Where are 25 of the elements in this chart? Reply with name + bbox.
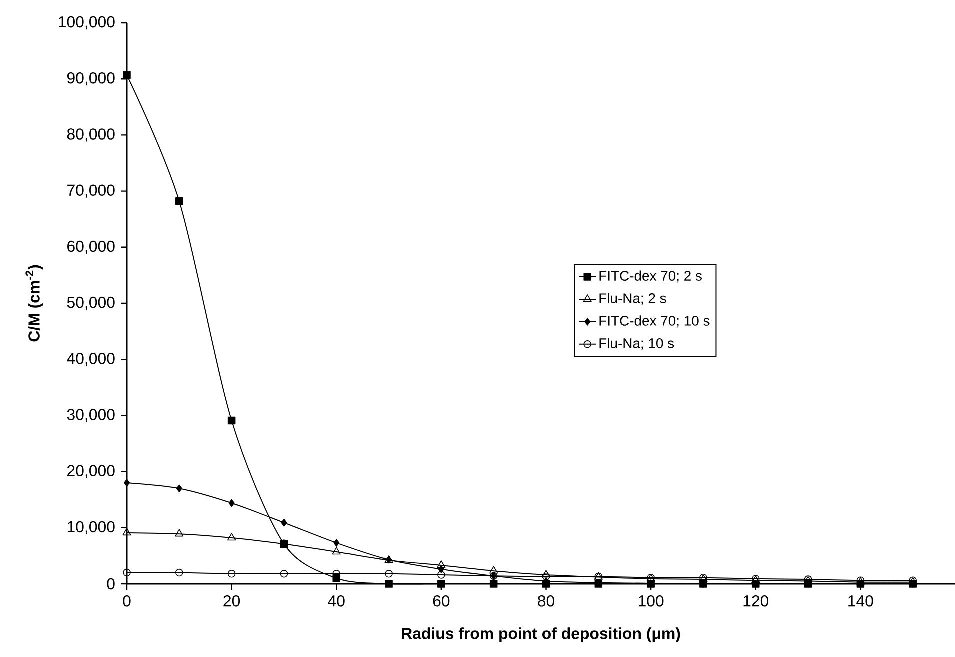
y-tick-label: 40,000: [67, 353, 115, 366]
y-tick-label: 20,000: [68, 465, 115, 478]
x-tick-label: 100: [638, 596, 664, 607]
x-tick-label: 60: [433, 596, 450, 607]
y-tick-label: 70,000: [68, 184, 115, 198]
y-tick-label: 0: [107, 578, 115, 590]
y-tick-label: 50,000: [67, 296, 115, 310]
x-axis-title: Radius from point of deposition (μm): [402, 628, 680, 642]
legend-label: FITC-dex 70; 10 s: [600, 316, 710, 328]
legend-label: FITC-dex 70; 2 s: [600, 270, 702, 283]
y-tick-label: 30,000: [67, 409, 115, 422]
x-tick-label: 40: [328, 596, 345, 607]
x-tick-label: 0: [123, 596, 131, 607]
x-tick-label: 20: [224, 596, 240, 607]
legend-label: Flu-Na; 2 s: [600, 293, 666, 306]
x-tick-label: 140: [848, 596, 874, 607]
x-tick-label: 80: [538, 596, 554, 607]
y-axis-title: C/M (cm$^{-2}$): [26, 265, 44, 342]
y-tick-label: 100,000: [59, 16, 115, 30]
legend-label: Flu-Na; 10 s: [600, 338, 674, 350]
y-tick-label: 90,000: [67, 72, 115, 86]
y-tick-label: 80,000: [67, 128, 115, 142]
y-tick-label: 60,000: [68, 240, 115, 254]
y-tick-label: 10,000: [68, 521, 115, 534]
x-tick-label: 120: [744, 596, 769, 607]
